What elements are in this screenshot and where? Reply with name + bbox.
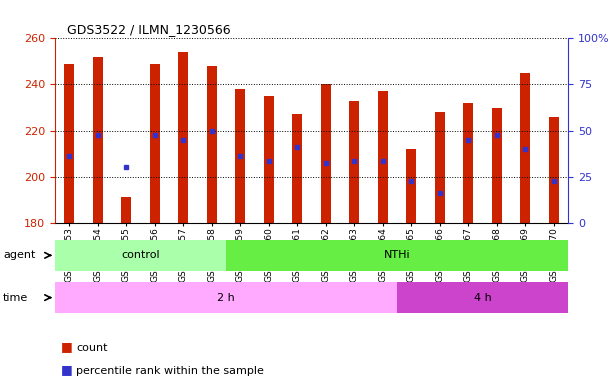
Bar [55, 282, 397, 313]
Text: 4 h: 4 h [474, 293, 492, 303]
Bar [264, 96, 274, 223]
Bar [121, 197, 131, 223]
Text: ■: ■ [61, 340, 73, 353]
Bar [492, 108, 502, 223]
Bar [463, 103, 474, 223]
Bar [321, 84, 331, 223]
Bar [178, 52, 188, 223]
Text: GDS3522 / ILMN_1230566: GDS3522 / ILMN_1230566 [67, 23, 231, 36]
Text: 2 h: 2 h [217, 293, 235, 303]
Text: NTHi: NTHi [384, 250, 411, 260]
Text: agent: agent [3, 250, 35, 260]
Text: control: control [121, 250, 160, 260]
Bar [397, 282, 568, 313]
Bar [207, 66, 217, 223]
Bar [235, 89, 246, 223]
Bar [93, 57, 103, 223]
Bar [292, 114, 302, 223]
Bar [349, 101, 359, 223]
Bar [226, 240, 568, 271]
Text: time: time [3, 293, 28, 303]
Bar [549, 117, 559, 223]
Bar [435, 112, 445, 223]
Bar [150, 64, 160, 223]
Bar [521, 73, 530, 223]
Bar [55, 240, 226, 271]
Bar [406, 149, 417, 223]
Bar [64, 64, 74, 223]
Text: ■: ■ [61, 363, 73, 376]
Text: count: count [76, 343, 108, 353]
Bar [378, 91, 388, 223]
Text: percentile rank within the sample: percentile rank within the sample [76, 366, 264, 376]
